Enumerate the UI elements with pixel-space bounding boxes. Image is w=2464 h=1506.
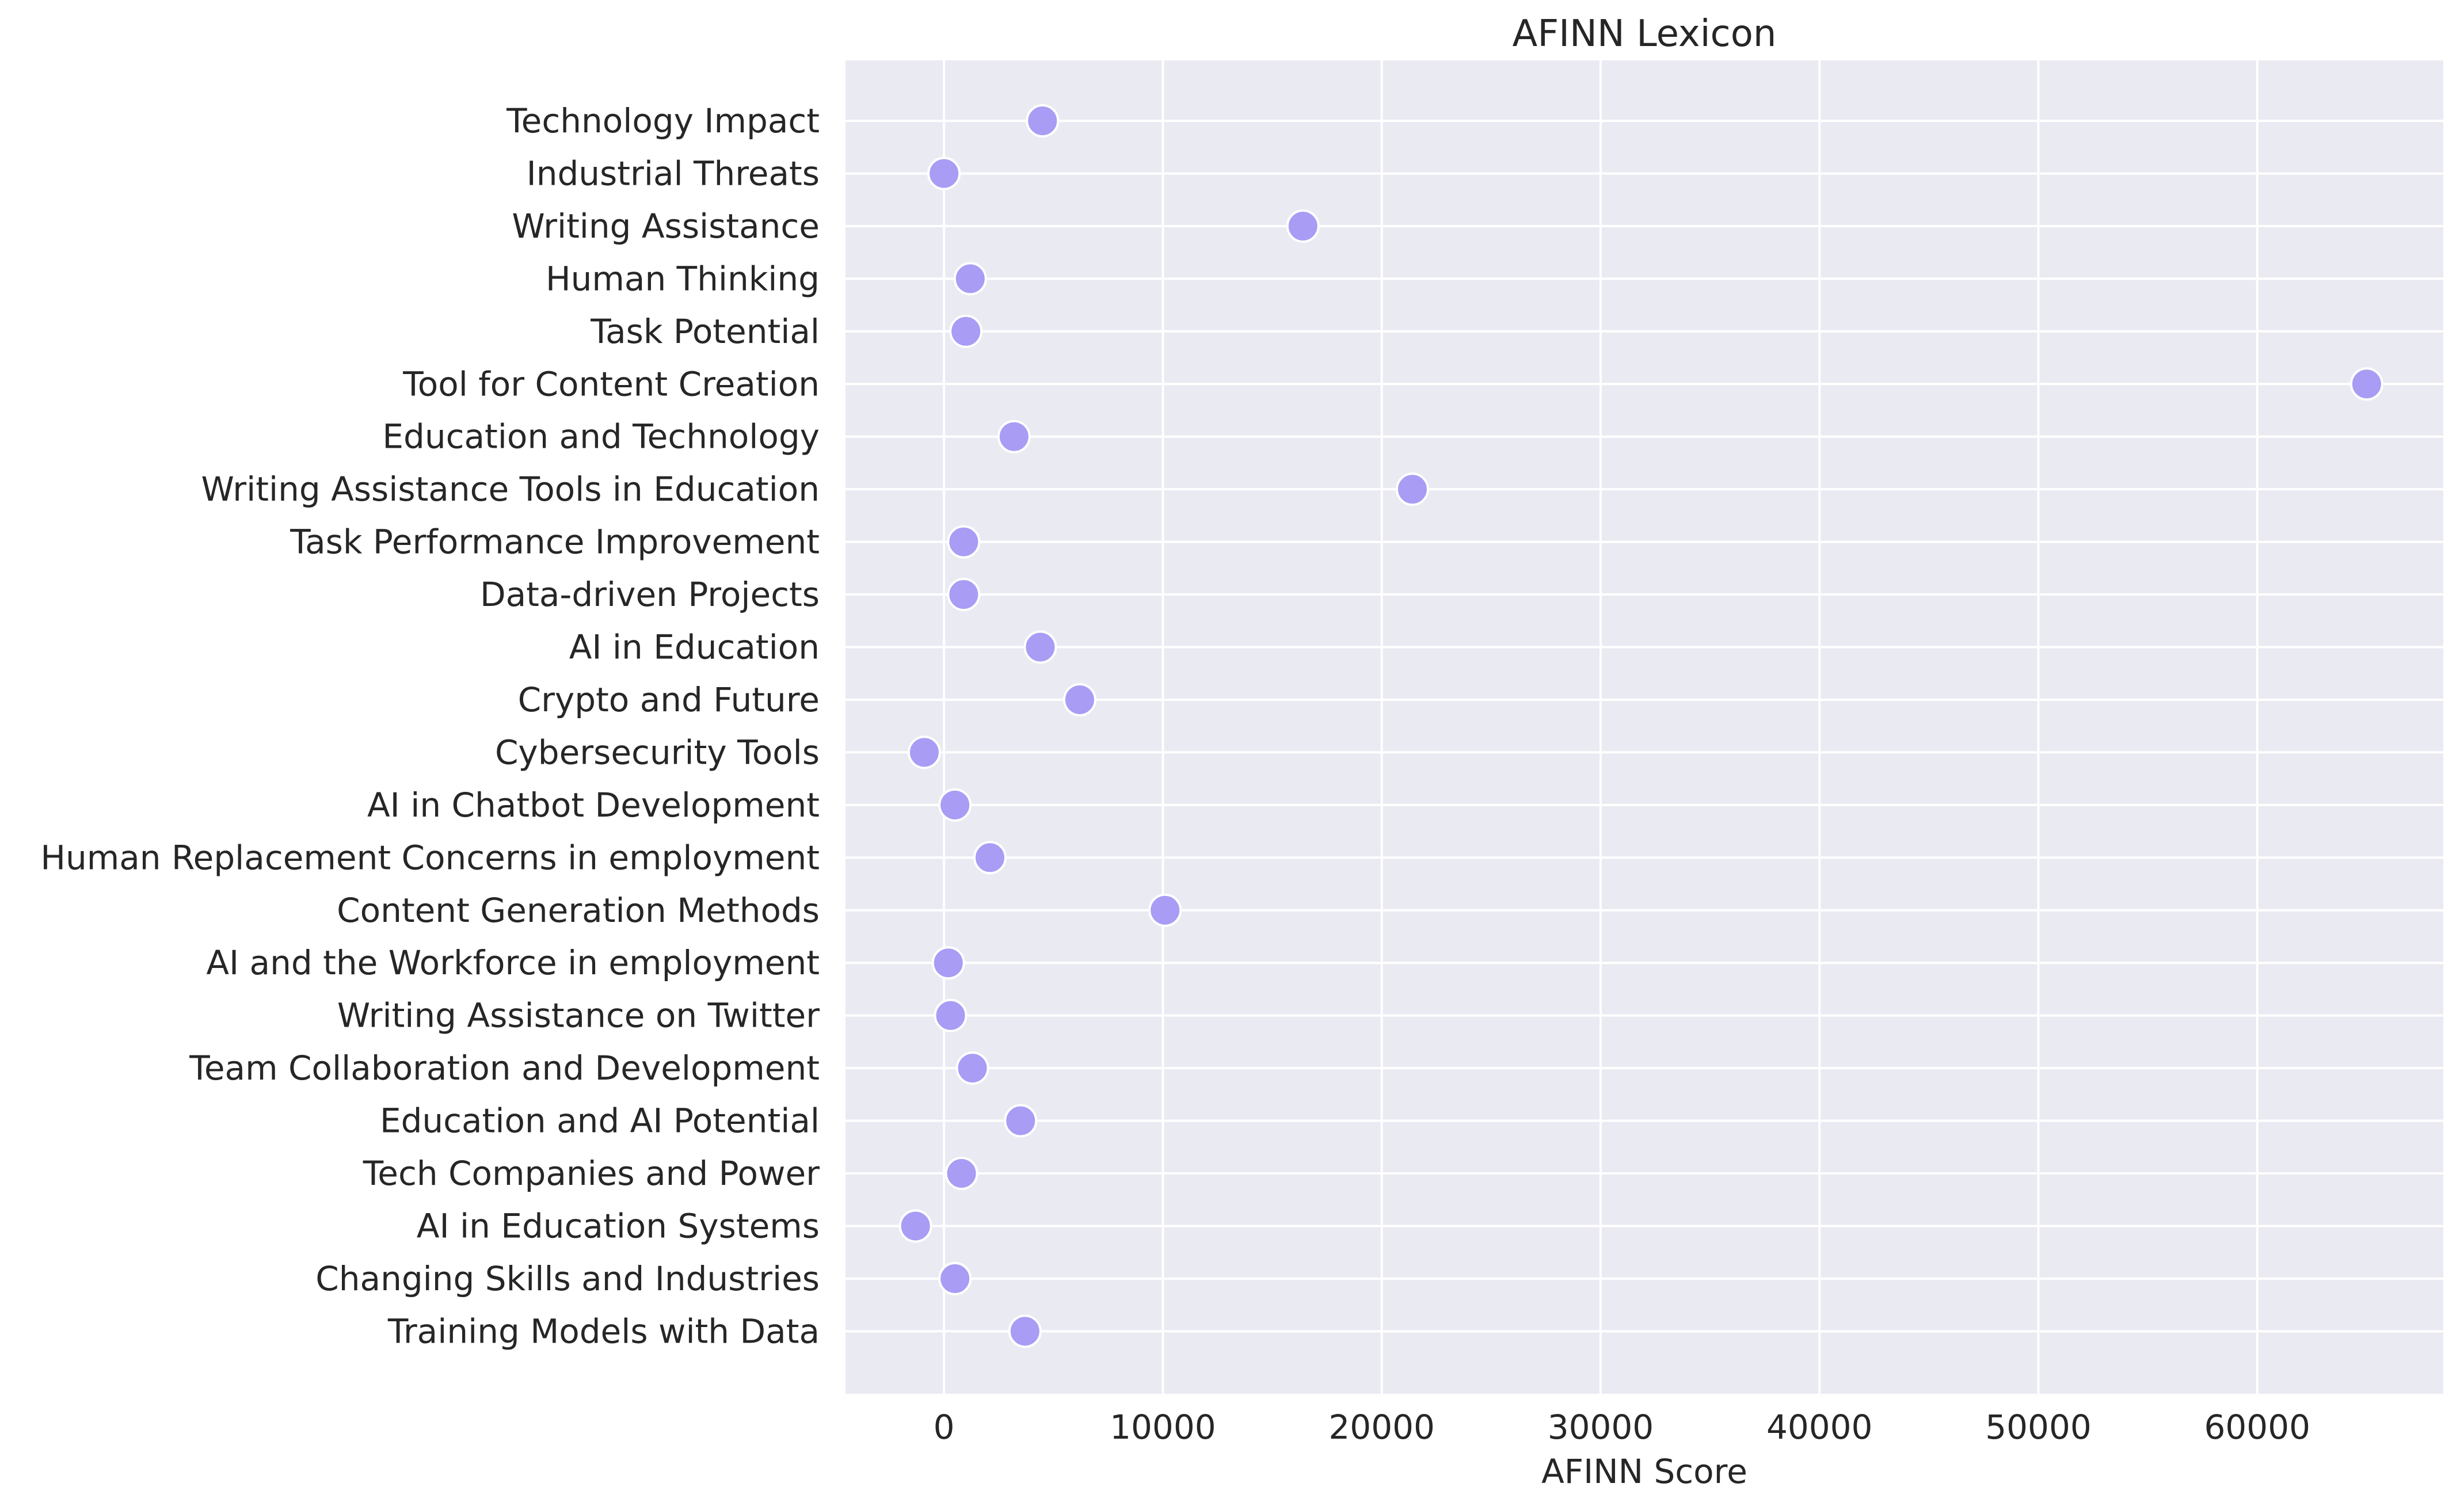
y-tick-label: Human Thinking bbox=[546, 259, 820, 298]
x-tick-label: 60000 bbox=[2204, 1408, 2311, 1447]
y-tick-label: AI in Education bbox=[569, 628, 820, 667]
data-point bbox=[947, 525, 981, 559]
y-tick-label: Task Performance Improvement bbox=[290, 523, 820, 562]
y-tick-label: Crypto and Future bbox=[518, 680, 820, 719]
y-tick-label: Education and AI Potential bbox=[380, 1101, 820, 1141]
data-point bbox=[927, 157, 961, 190]
x-tick-labels: 0 10000 20000 30000 40000 50000 60000 bbox=[934, 1408, 2310, 1447]
data-point bbox=[931, 946, 965, 980]
y-tick-label: Cybersecurity Tools bbox=[495, 733, 820, 772]
x-tick-label: 20000 bbox=[1328, 1408, 1435, 1447]
chart-title: AFINN Lexicon bbox=[1513, 13, 1777, 55]
data-point bbox=[947, 578, 981, 612]
y-tick-label: AI in Education Systems bbox=[417, 1206, 820, 1245]
y-tick-label: Changing Skills and Industries bbox=[315, 1259, 820, 1298]
data-point bbox=[938, 1261, 972, 1295]
data-point bbox=[1026, 104, 1060, 138]
data-point bbox=[938, 788, 972, 822]
y-tick-label: Industrial Threats bbox=[527, 154, 820, 193]
x-axis-label: AFINN Score bbox=[1541, 1452, 1747, 1491]
y-tick-label: AI in Chatbot Development bbox=[367, 786, 820, 825]
y-tick-label: Education and Technology bbox=[382, 417, 820, 456]
y-tick-label: Content Generation Methods bbox=[337, 891, 820, 930]
data-point bbox=[907, 735, 941, 769]
x-tick-label: 40000 bbox=[1766, 1408, 1873, 1447]
y-tick-label: Data-driven Projects bbox=[480, 575, 820, 614]
data-point bbox=[997, 420, 1031, 453]
data-point bbox=[953, 262, 987, 296]
x-tick-label: 10000 bbox=[1110, 1408, 1216, 1447]
data-point bbox=[2349, 367, 2383, 401]
data-point bbox=[1062, 683, 1096, 716]
data-point bbox=[945, 1157, 978, 1190]
y-tick-label: Task Potential bbox=[590, 312, 820, 351]
data-point bbox=[973, 841, 1007, 875]
y-tick-label: Writing Assistance on Twitter bbox=[337, 996, 820, 1035]
data-point bbox=[1023, 630, 1057, 664]
data-points bbox=[898, 104, 2383, 1348]
y-tick-label: Tool for Content Creation bbox=[402, 364, 820, 403]
y-tick-label: Tech Companies and Power bbox=[363, 1154, 820, 1193]
y-tick-label: Technology Impact bbox=[506, 101, 820, 140]
data-point bbox=[934, 998, 968, 1032]
data-point bbox=[1395, 472, 1429, 506]
y-tick-label: Training Models with Data bbox=[387, 1311, 820, 1351]
y-tick-labels: Technology Impact Industrial Threats Writi… bbox=[40, 101, 820, 1351]
data-point bbox=[955, 1051, 989, 1085]
x-tick-label: 30000 bbox=[1548, 1408, 1654, 1447]
grid-lines bbox=[846, 60, 2443, 1394]
data-point bbox=[1004, 1104, 1038, 1138]
data-point bbox=[1008, 1314, 1042, 1348]
y-tick-label: Team Collaboration and Development bbox=[189, 1049, 820, 1088]
plot-area bbox=[846, 60, 2443, 1394]
y-tick-label: AI and the Workforce in employment bbox=[206, 943, 820, 982]
y-tick-label: Writing Assistance Tools in Education bbox=[201, 470, 820, 509]
x-tick-label: 0 bbox=[934, 1408, 955, 1447]
data-point bbox=[1286, 209, 1320, 243]
y-tick-label: Writing Assistance bbox=[512, 207, 820, 246]
data-point bbox=[949, 314, 983, 348]
x-tick-label: 50000 bbox=[1985, 1408, 2092, 1447]
data-point bbox=[1148, 893, 1182, 927]
y-tick-label: Human Replacement Concerns in employment bbox=[40, 838, 820, 877]
data-point bbox=[898, 1209, 932, 1243]
